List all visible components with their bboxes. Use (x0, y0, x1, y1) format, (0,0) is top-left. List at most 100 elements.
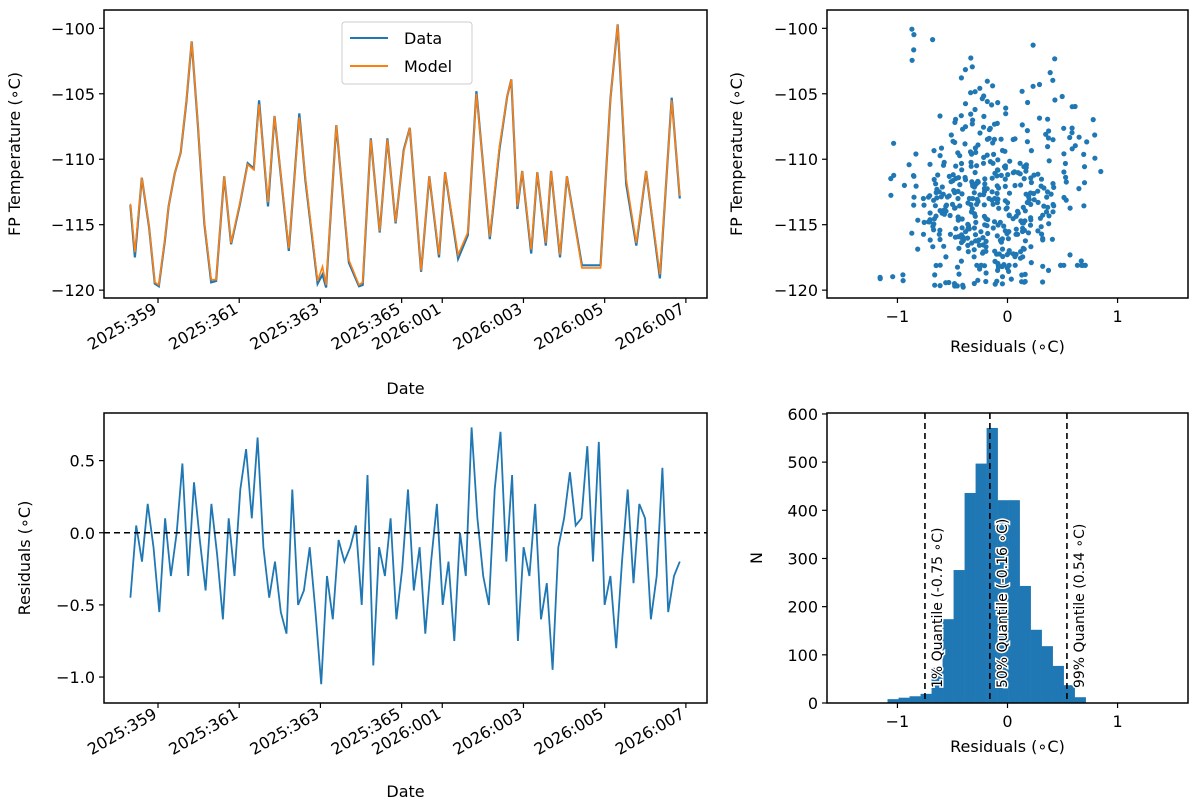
scatter-point (1030, 42, 1036, 48)
x-tick-label: 2026:007 (612, 704, 688, 759)
histogram-bar (887, 699, 899, 703)
y-tick-label: −110 (51, 150, 95, 169)
scatter-point (980, 235, 986, 241)
scatter-point (980, 160, 987, 166)
scatter-point (976, 242, 983, 248)
scatter-point (943, 280, 949, 286)
scatter-point (1036, 115, 1043, 121)
scatter-point (965, 249, 971, 255)
x-tick-label: 2025:361 (165, 299, 241, 354)
scatter-point (957, 182, 963, 188)
x-axis-label: Residuals (∘C) (950, 337, 1065, 356)
histogram-bar (964, 492, 976, 703)
scatter-point (974, 262, 980, 268)
scatter-point (990, 140, 996, 146)
scatter-point (958, 234, 965, 240)
scatter-point (1078, 258, 1084, 264)
scatter-point (1045, 116, 1051, 122)
scatter-point (990, 225, 996, 231)
scatter-point (1045, 135, 1051, 141)
scatter-point (1041, 185, 1047, 191)
scatter-point (1036, 81, 1043, 88)
x-tick-label: 1 (1112, 307, 1122, 326)
scatter-point (1022, 238, 1028, 244)
scatter-point (910, 173, 917, 179)
scatter-point (933, 213, 939, 219)
scatter-point (962, 101, 969, 107)
scatter-point (1017, 160, 1023, 166)
scatter-point (968, 55, 974, 61)
scatter-point (999, 274, 1006, 280)
scatter-point (962, 141, 968, 147)
scatter-point (913, 183, 919, 189)
scatter-point (994, 190, 1000, 196)
scatter-point (1025, 99, 1031, 106)
scatter-point (937, 283, 943, 289)
scatter-point (1051, 184, 1057, 190)
y-axis-label: Residuals (∘C) (15, 501, 34, 616)
scatter-point (909, 26, 915, 32)
scatter-point (982, 176, 988, 182)
scatter-point (932, 282, 938, 288)
scatter-point (1003, 105, 1009, 111)
scatter-point (968, 159, 974, 165)
legend: Data Model (341, 21, 473, 85)
scatter-point (1038, 224, 1044, 230)
scatter-point (990, 160, 996, 166)
x-tick-label: −1 (886, 307, 910, 326)
scatter-point (956, 271, 962, 277)
scatter-point (1003, 206, 1009, 212)
scatter-point (952, 205, 958, 211)
scatter-point (971, 225, 978, 231)
histogram-panel: 1% Quantile (-0.75 ∘C) 50% Quantile (-0.1… (747, 405, 1189, 756)
scatter-point (1059, 93, 1065, 100)
scatter-point (890, 274, 896, 280)
scatter-point (981, 202, 987, 208)
scatter-point (951, 281, 958, 287)
scatter-point (997, 237, 1004, 243)
x-tick-label: 2026:003 (450, 299, 526, 354)
y-tick-label: −115 (51, 216, 95, 235)
quantile-label: 99% Quantile (0.54 ∘C) (1072, 524, 1088, 688)
scatter-point (1063, 174, 1069, 180)
scatter-point (1052, 56, 1058, 62)
histogram-bar (931, 667, 943, 703)
scatter-point (909, 57, 915, 63)
scatter-point (1028, 148, 1034, 154)
scatter-point (933, 181, 939, 187)
scatter-point (1090, 117, 1096, 123)
scatter-point (1002, 183, 1008, 189)
scatter-point (1035, 188, 1041, 194)
scatter-point (927, 161, 933, 167)
y-axis-label: FP Temperature (∘C) (727, 72, 746, 236)
scatter-point (1001, 223, 1007, 229)
scatter-point (955, 214, 961, 220)
scatter-point (955, 195, 961, 202)
x-axis-label: Date (386, 379, 424, 398)
scatter-point (949, 201, 956, 207)
scatter-point (921, 202, 927, 208)
scatter-point (1049, 236, 1055, 242)
scatter-point (1081, 203, 1087, 209)
scatter-point (969, 64, 975, 70)
scatter-point (1074, 262, 1080, 268)
scatter-point (989, 175, 995, 181)
y-tick-label: 600 (787, 405, 818, 424)
temperature-panel: 2025:359 2025:361 2025:363 2025:3652026:001… (5, 9, 708, 398)
y-tick-label: −105 (774, 85, 818, 104)
scatter-point (957, 203, 963, 209)
scatter-point (956, 245, 962, 251)
scatter-point (1061, 262, 1067, 268)
y-tick-label: −1.0 (56, 668, 95, 687)
scatter-point (1031, 190, 1037, 197)
histogram-bar (898, 697, 910, 703)
histogram-bar (1008, 500, 1020, 703)
scatter-point (947, 231, 954, 237)
scatter-point (965, 235, 971, 241)
scatter-point (990, 83, 996, 89)
scatter-point (999, 246, 1006, 252)
histogram-bar (1063, 685, 1075, 703)
scatter-point (958, 75, 965, 81)
y-tick-label: 0 (808, 694, 818, 713)
